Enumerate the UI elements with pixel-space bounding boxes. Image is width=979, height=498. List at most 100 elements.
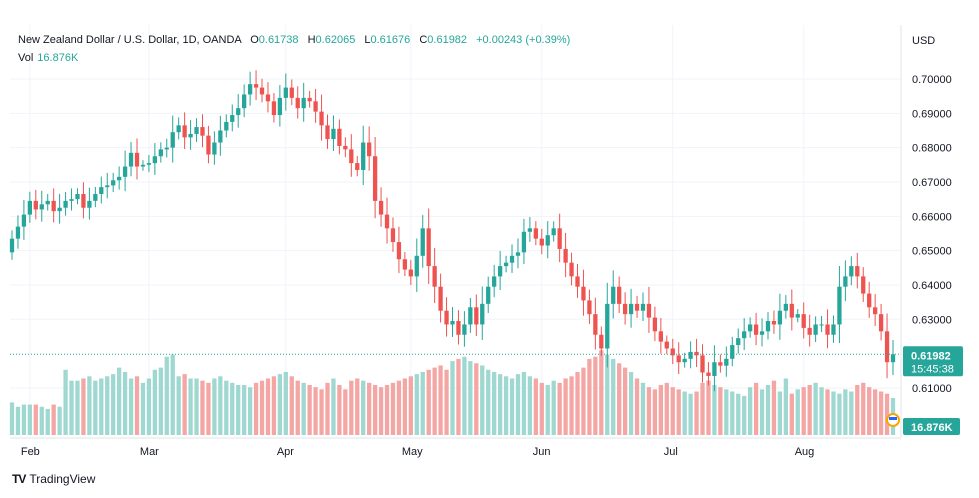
volume-bar [527,376,533,435]
volume-bar [420,371,425,435]
volume-bar [884,393,890,435]
volume-bar [872,389,878,435]
volume-bar [718,387,723,435]
candle-body [670,348,675,356]
last-price-text: 0.61982 [911,350,951,362]
volume-bar [730,391,735,435]
volume-bar [75,380,80,435]
candle-body [432,266,437,287]
volume-bar [140,382,146,435]
candle-body [509,255,515,263]
candle-body [622,303,628,315]
candle-body [63,200,68,208]
candle-body [813,324,818,335]
candle-body [152,156,158,164]
volume-bar [134,376,140,435]
candle-body [372,156,378,201]
volume-bar [676,389,681,435]
volume-legend: Vol 16.876K [18,52,78,64]
volume-bar [265,378,271,435]
candle-body [15,226,21,239]
tradingview-logo[interactable]: TV TradingView [12,472,95,486]
candle-body [176,125,181,133]
volume-bar [301,382,306,435]
candle-body [545,235,550,246]
candle-body [807,327,812,335]
volume-bar [307,385,312,435]
candle-body [414,255,419,277]
volume-bar [474,363,479,435]
candle-body [759,331,765,335]
volume-bar [361,380,366,435]
volume-bar [742,395,747,435]
candle-body [640,303,646,311]
candle-body [497,266,503,277]
volume-bar [736,393,741,435]
volume-bar [611,358,616,435]
candle-body [867,293,872,308]
volume-bar [628,371,634,435]
candle-body [331,128,336,140]
candle-body [783,303,788,311]
volume-bar [480,365,485,435]
volume-bar [587,358,592,435]
candle-body [194,127,199,134]
brand-name: TradingView [29,472,96,486]
candle-body [295,97,300,109]
candle-body [39,204,44,210]
candle-body [777,310,783,325]
volume-bar [795,389,800,435]
candle-body [75,194,80,200]
x-tick-label: Feb [21,446,40,458]
volume-bar [99,378,104,435]
candle-body [581,286,586,301]
candle-body [795,314,800,318]
candle-body [575,276,580,287]
volume-bar [122,371,128,435]
volume-bar [164,356,169,435]
candle-body [634,303,640,311]
volume-bar [462,356,467,435]
high-label: H [307,34,316,46]
candle-body [533,228,538,239]
volume-bar [765,385,771,435]
volume-bar [390,382,396,435]
open-label: O [250,34,259,46]
candle-body [247,84,253,95]
candle-body [87,200,92,208]
y-tick-label: 0.65000 [912,246,952,258]
volume-bar [45,408,50,435]
volume-bar [575,371,580,435]
volume-bar [670,387,675,435]
volume-bar [503,376,509,435]
volume-bar [218,376,223,435]
volume-bar [414,374,419,435]
candle-body [361,142,366,170]
y-tick-label: 0.66000 [912,211,952,223]
volume-bar [200,380,205,435]
y-tick-label: 0.68000 [912,143,952,155]
candle-body [271,101,277,116]
volume-bar [325,382,330,435]
volume-bar [51,404,56,435]
candle-body [408,269,413,277]
candle-body [337,128,342,146]
symbol-title: New Zealand Dollar / U.S. Dollar, 1D, OA… [18,34,242,46]
volume-bar [694,391,699,435]
candle-body [492,276,497,287]
candle-body [122,166,128,177]
candle-body [230,115,235,122]
volume-bar [783,378,788,435]
volume-bar [617,363,622,435]
candle-body [694,351,699,356]
volume-bar [170,354,175,435]
candle-body [521,231,527,253]
candle-body [605,303,610,349]
candle-body [872,307,878,315]
volume-bar [664,382,669,435]
candle-body [831,324,836,335]
candle-body [789,303,794,318]
candle-body [688,351,693,359]
volume-bar [634,378,640,435]
